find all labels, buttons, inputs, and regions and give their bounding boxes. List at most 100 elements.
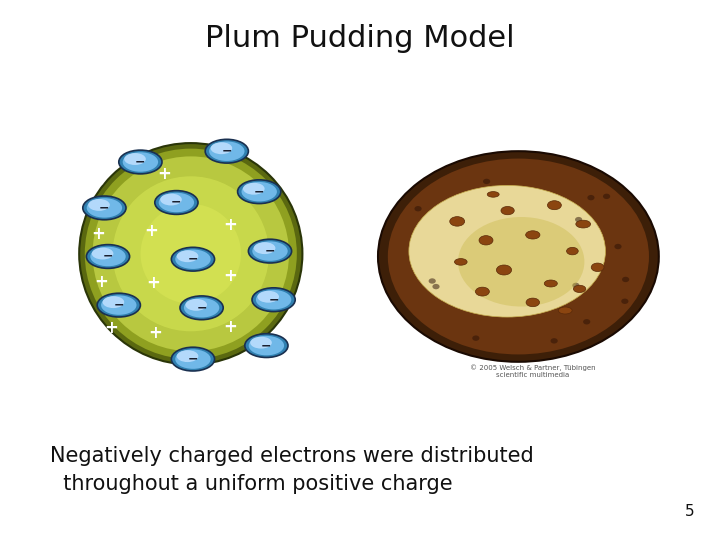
Text: +: + <box>148 323 162 342</box>
Text: −: − <box>171 196 181 209</box>
Circle shape <box>591 202 598 208</box>
Ellipse shape <box>90 247 126 266</box>
Text: +: + <box>157 165 171 183</box>
Ellipse shape <box>171 247 215 271</box>
Text: −: − <box>188 253 198 266</box>
Ellipse shape <box>458 217 585 307</box>
Text: −: − <box>254 185 264 198</box>
Text: −: − <box>197 301 207 314</box>
Ellipse shape <box>79 143 302 364</box>
Text: −: − <box>265 245 275 258</box>
Text: −: − <box>269 293 279 306</box>
Ellipse shape <box>158 193 194 212</box>
Ellipse shape <box>155 191 198 214</box>
Ellipse shape <box>248 336 284 355</box>
Ellipse shape <box>248 239 292 263</box>
Ellipse shape <box>254 242 276 254</box>
Ellipse shape <box>83 196 126 220</box>
Ellipse shape <box>175 349 211 369</box>
Circle shape <box>404 260 411 266</box>
Circle shape <box>584 291 591 296</box>
Text: +: + <box>223 267 238 286</box>
Text: +: + <box>146 274 161 293</box>
Text: +: + <box>90 174 104 193</box>
Ellipse shape <box>501 206 514 215</box>
Ellipse shape <box>103 296 125 308</box>
Text: Negatively charged electrons were distributed
  throughout a uniform positive ch: Negatively charged electrons were distri… <box>50 446 534 494</box>
Circle shape <box>378 151 659 362</box>
Text: −: − <box>261 339 271 352</box>
Ellipse shape <box>92 247 114 260</box>
Text: −: − <box>135 156 145 168</box>
Text: +: + <box>150 369 164 387</box>
Ellipse shape <box>592 265 603 270</box>
Ellipse shape <box>567 248 578 254</box>
Text: −: − <box>222 145 232 158</box>
Ellipse shape <box>177 350 199 362</box>
Circle shape <box>594 271 601 276</box>
Ellipse shape <box>449 218 465 225</box>
Ellipse shape <box>175 249 211 269</box>
Ellipse shape <box>125 153 145 165</box>
Ellipse shape <box>210 142 233 154</box>
Ellipse shape <box>487 191 499 198</box>
Ellipse shape <box>557 307 573 314</box>
Text: −: − <box>99 201 109 214</box>
Circle shape <box>637 252 644 258</box>
Ellipse shape <box>122 152 158 172</box>
Ellipse shape <box>543 280 559 287</box>
Text: +: + <box>104 319 119 337</box>
Ellipse shape <box>160 194 181 206</box>
Text: −: − <box>103 250 113 263</box>
Ellipse shape <box>572 285 587 293</box>
Text: +: + <box>238 354 252 372</box>
Ellipse shape <box>85 148 297 359</box>
Ellipse shape <box>209 141 245 161</box>
Ellipse shape <box>527 232 539 238</box>
Text: 5: 5 <box>685 504 695 519</box>
Ellipse shape <box>480 237 492 244</box>
Circle shape <box>388 159 649 354</box>
Circle shape <box>620 266 627 271</box>
Text: © 2005 Welsch & Partner, Tübingen
scientific multimedia: © 2005 Welsch & Partner, Tübingen scient… <box>470 364 595 378</box>
Ellipse shape <box>93 157 289 351</box>
Ellipse shape <box>238 180 281 204</box>
Text: −: − <box>114 299 124 312</box>
Text: +: + <box>223 216 238 234</box>
Text: +: + <box>91 225 105 243</box>
Ellipse shape <box>243 183 265 195</box>
Ellipse shape <box>86 198 122 218</box>
Ellipse shape <box>177 251 199 262</box>
Ellipse shape <box>527 300 539 305</box>
Circle shape <box>522 163 529 168</box>
Ellipse shape <box>409 185 606 317</box>
Ellipse shape <box>577 221 589 227</box>
Text: +: + <box>94 273 108 291</box>
Ellipse shape <box>101 295 137 315</box>
Ellipse shape <box>245 334 288 357</box>
Ellipse shape <box>180 296 223 320</box>
Text: +: + <box>223 318 238 336</box>
Ellipse shape <box>252 288 295 312</box>
Ellipse shape <box>258 291 279 302</box>
Text: Plum Pudding Model: Plum Pudding Model <box>205 24 515 53</box>
Ellipse shape <box>251 337 272 349</box>
Ellipse shape <box>256 290 292 309</box>
Ellipse shape <box>549 202 560 208</box>
Ellipse shape <box>86 245 130 268</box>
Ellipse shape <box>186 299 207 311</box>
Circle shape <box>562 316 570 321</box>
Text: −: − <box>188 353 198 366</box>
Ellipse shape <box>140 204 241 303</box>
Circle shape <box>616 207 624 213</box>
Ellipse shape <box>205 139 248 163</box>
Ellipse shape <box>119 150 162 174</box>
Ellipse shape <box>88 199 109 211</box>
Ellipse shape <box>454 259 467 265</box>
Ellipse shape <box>252 241 288 261</box>
Circle shape <box>561 306 568 311</box>
Ellipse shape <box>498 267 510 273</box>
Ellipse shape <box>184 298 220 318</box>
Ellipse shape <box>113 176 269 332</box>
Ellipse shape <box>97 293 140 317</box>
